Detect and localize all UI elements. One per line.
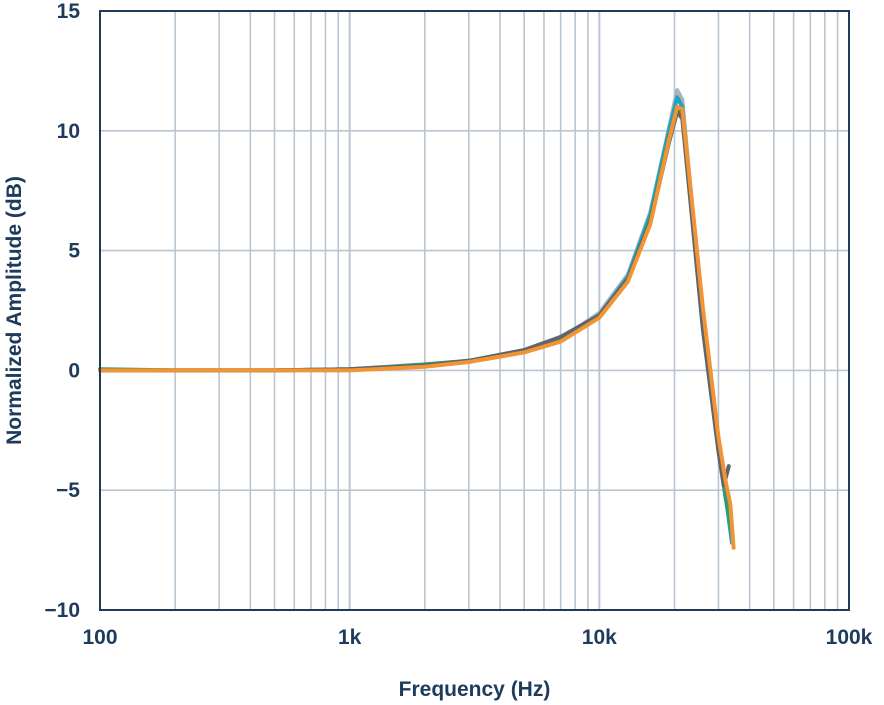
grid-lines <box>100 11 849 610</box>
y-tick-label: −5 <box>56 479 80 502</box>
x-axis-title: Frequency (Hz) <box>399 678 551 701</box>
x-tick-label: 100k <box>826 626 873 649</box>
y-tick-label: 10 <box>57 120 80 143</box>
y-tick-label: 15 <box>57 0 81 23</box>
y-axis-title: Normalized Amplitude (dB) <box>3 176 26 445</box>
y-tick-label: 5 <box>68 240 80 263</box>
x-tick-label: 10k <box>582 626 617 649</box>
series-line-4 <box>98 109 731 488</box>
series-line-5 <box>98 104 736 550</box>
series-line-2 <box>98 95 734 545</box>
y-tick-label: 0 <box>68 359 80 382</box>
series-line-3 <box>98 104 734 536</box>
y-tick-label: −10 <box>44 599 80 622</box>
plot-frame <box>99 10 850 611</box>
x-tick-label: 1k <box>338 626 362 649</box>
x-tick-label: 100 <box>82 626 117 649</box>
series-lines <box>98 88 736 550</box>
tick-labels: 100 1k 10k 100k 15 10 5 0 −5 −10 <box>44 0 872 649</box>
series-line-1 <box>98 88 734 541</box>
